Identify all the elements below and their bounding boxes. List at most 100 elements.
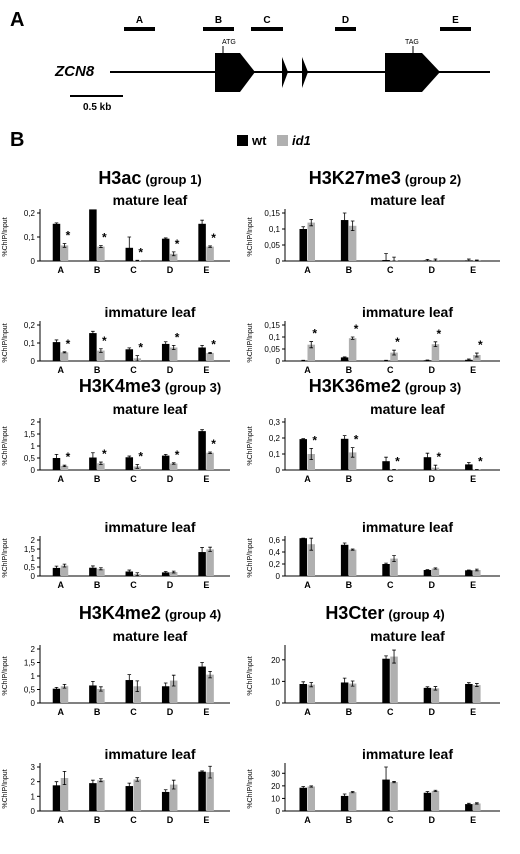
chart-5-bar-id1-A: [60, 565, 69, 576]
chart-10-xtick-label-E: E: [470, 707, 476, 717]
chart-2-errbar-id1-B: [350, 220, 355, 231]
region-e: E: [440, 15, 471, 31]
chart-6-title: mature leaf: [370, 401, 445, 417]
chart-6-errbar-id1-D: [433, 464, 438, 471]
chart-4-ytick-label-4: 2: [31, 418, 36, 427]
chart-6-errbar-id1-A: [309, 448, 314, 460]
chart-3-significance-C: *: [395, 335, 400, 349]
chart-8-errbar-wt-C: [127, 674, 132, 686]
chart-5-ytick-label-2: 1: [31, 554, 36, 563]
chart-4: mature leaf%ChIP/Input00,511,52A*B*C*D*E…: [2, 401, 230, 484]
chart-8-bar-id1-B: [97, 688, 105, 703]
legend-swatch-id1: [277, 135, 288, 146]
chart-4-bar-wt-B: [89, 457, 97, 470]
chart-11-bar-wt-A: [299, 787, 307, 811]
chart-11-bar-id1-C: [390, 782, 398, 811]
chart-8-bar-id1-E: [206, 674, 214, 703]
chart-9-errbar-id1-A: [62, 771, 67, 785]
chart-6-xtick-label-D: D: [428, 474, 435, 484]
chart-11-ytick-label-1: 10: [271, 794, 280, 803]
chart-0-ytick-label-1: 0,1: [24, 233, 36, 242]
region-d: D: [335, 15, 356, 31]
chart-6-significance-C: *: [395, 455, 400, 469]
chart-8-xtick-label-B: B: [94, 707, 101, 717]
chart-5-ytick-label-4: 2: [31, 536, 36, 545]
chart-0-significance-E: *: [211, 231, 216, 245]
chart-6-errbar-wt-C: [384, 456, 388, 466]
gene-diagram: ATG TAG ZCN8 0.5 kb A B C D E: [54, 15, 490, 113]
chart-11-errbar-wt-B: [342, 793, 347, 799]
chart-8-bar-id1-D: [169, 680, 178, 703]
chart-1-errbar-wt-D: [163, 341, 168, 347]
chart-3-bar-id1-A: [307, 344, 315, 361]
chart-6-xtick-label-E: E: [470, 474, 476, 484]
region-label-c: C: [263, 15, 270, 26]
chart-4-significance-A: *: [66, 450, 71, 464]
chart-4-xtick-label-D: D: [167, 474, 174, 484]
chart-4-errbar-wt-B: [91, 452, 95, 463]
chart-3-errbar-id1-E: [475, 352, 479, 358]
chart-11-errbar-wt-A: [301, 786, 306, 790]
chart-5-ylabel: %ChIP/Input: [2, 538, 9, 577]
chart-2-xtick-label-C: C: [387, 265, 394, 275]
chart-4-bar-id1-D: [169, 463, 178, 470]
chart-0-errbar-id1-E: [208, 245, 212, 248]
chart-5-xtick-label-B: B: [94, 580, 101, 590]
chart-5-bar-wt-C: [125, 571, 134, 576]
chart-6-ytick-label-0: 0: [276, 466, 281, 475]
chart-0-bar-wt-A: [52, 223, 61, 261]
chart-7-bar-wt-D: [423, 570, 432, 576]
chart-8-ytick-label-1: 0,5: [24, 686, 36, 695]
chart-11-bar-wt-E: [465, 804, 473, 811]
chart-11-bar-wt-D: [423, 792, 432, 811]
chart-9-errbar-wt-D: [163, 789, 168, 795]
chart-10-errbar-wt-C: [384, 655, 388, 662]
chart-1-xtick-label-C: C: [130, 365, 137, 375]
chart-1-significance-D: *: [175, 330, 180, 344]
chart-9: immature leaf %ChIP/Input 0 1 2 3 A B C D E: [2, 746, 230, 825]
chart-1-bar-wt-A: [52, 342, 61, 361]
region-b: B: [203, 15, 234, 31]
region-label-d: D: [342, 15, 349, 26]
group-heading-5: H3Cter (group 4): [325, 603, 444, 623]
chart-3-errbar-id1-C: [392, 349, 396, 356]
chart-4-xtick-label-B: B: [94, 474, 101, 484]
chart-4-errbar-id1-A: [62, 464, 67, 468]
chart-6-bar-id1-B: [348, 452, 357, 470]
chart-5-title: immature leaf: [104, 519, 195, 535]
chart-7-bar-wt-B: [340, 544, 349, 576]
chart-4-errbar-wt-E: [200, 429, 204, 433]
legend: wt id1: [237, 133, 311, 148]
chart-10-errbar-id1-E: [475, 683, 479, 687]
chart-4-bar-wt-A: [52, 458, 61, 470]
chart-2-title: mature leaf: [370, 192, 445, 208]
chart-9-bar-id1-D: [169, 784, 178, 811]
chart-0-xtick-label-B: B: [94, 265, 101, 275]
chart-8-errbar-wt-E: [200, 662, 204, 671]
panel-label-b: B: [10, 129, 24, 151]
chart-1-errbar-id1-C: [135, 355, 140, 362]
chart-4-significance-B: *: [102, 447, 107, 461]
chart-10-ytick-label-2: 20: [271, 656, 280, 665]
chart-8-errbar-id1-B: [99, 686, 103, 692]
chart-0-title: mature leaf: [113, 192, 188, 208]
chart-6-significance-D: *: [437, 450, 442, 464]
chart-6-errbar-id1-B: [350, 447, 355, 458]
chart-10-title: mature leaf: [370, 628, 445, 644]
chart-11-xtick-label-C: C: [387, 815, 394, 825]
chart-4-bar-id1-B: [97, 463, 105, 470]
chart-6-significance-E: *: [478, 455, 483, 469]
chart-8-ylabel: %ChIP/Input: [2, 656, 9, 695]
chart-4-ytick-label-0: 0: [31, 466, 36, 475]
chart-0-xtick-label-E: E: [203, 265, 209, 275]
chart-3-xtick-label-E: E: [470, 365, 476, 375]
chart-1-ylabel: %ChIP/Input: [2, 323, 9, 362]
chart-1-errbar-wt-C: [127, 347, 132, 352]
chart-4-errbar-id1-C: [135, 464, 140, 469]
chart-10-errbar-wt-E: [467, 682, 471, 686]
chart-1-errbar-id1-E: [208, 351, 212, 354]
chart-3-ytick-label-1: 0,05: [264, 345, 280, 354]
chart-1-errbar-wt-B: [91, 330, 95, 336]
chart-2-ytick-label-0: 0: [276, 257, 281, 266]
chart-8-title: mature leaf: [113, 628, 188, 644]
